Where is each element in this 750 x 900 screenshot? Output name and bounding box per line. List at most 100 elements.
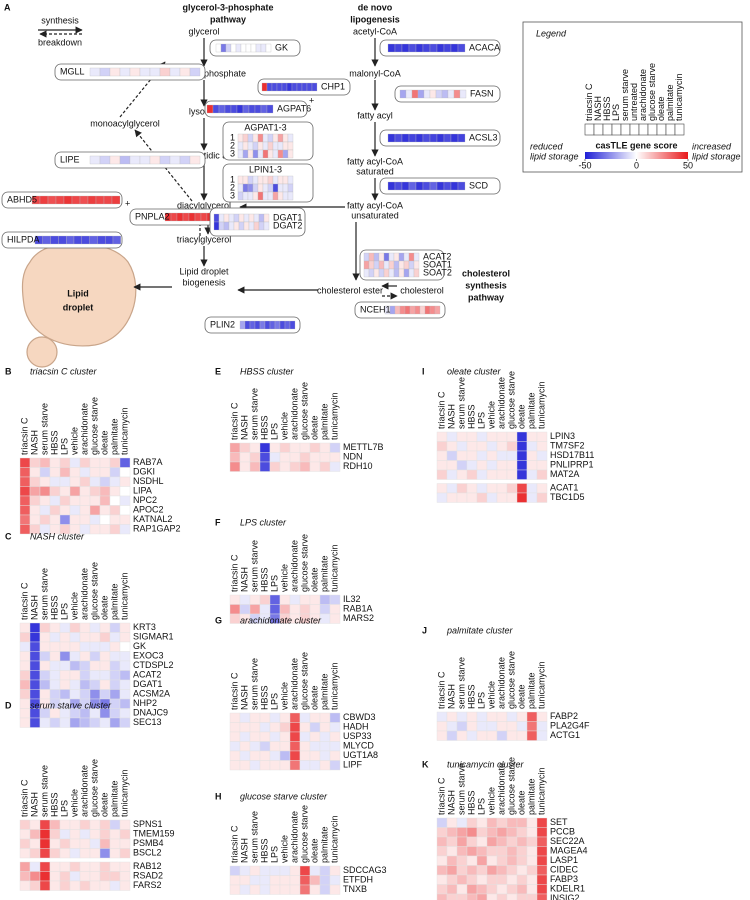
heatmap-cell: [299, 865, 311, 876]
heatmap-cell: [476, 450, 488, 461]
lipid-droplet: [21, 242, 137, 368]
heatmap-cell: [99, 838, 111, 849]
heatmap-cell: [89, 660, 101, 671]
heatmap-cell: [282, 191, 289, 201]
heatmap-cell: [97, 235, 106, 245]
gene-label: DGAT2: [273, 220, 302, 230]
heatmap-cell: [49, 651, 61, 662]
heatmap-cell: [279, 741, 291, 752]
heatmap-cell: [446, 721, 458, 732]
heatmap-cell: [456, 855, 468, 866]
heatmap-cell: [466, 846, 478, 857]
heatmap-cell: [189, 67, 201, 77]
heatmap-cell: [496, 450, 508, 461]
heatmap-cell: [299, 594, 311, 605]
heatmap-cell: [29, 467, 41, 478]
heatmap-cell: [119, 819, 131, 830]
heatmap-cell: [89, 622, 101, 633]
heatmap-cell: [39, 871, 51, 882]
heatmap-cell: [262, 149, 269, 159]
heatmap-cell: [59, 848, 71, 859]
condition-label: HBSS: [259, 567, 269, 592]
heatmap-cell: [383, 252, 390, 262]
heatmap-cell: [239, 750, 251, 761]
heatmap-cell: [526, 827, 538, 838]
heatmap-cell: [29, 880, 41, 891]
heatmap-cell: [319, 884, 331, 895]
heatmap-cell: [329, 875, 341, 886]
condition-label: oleate: [309, 567, 319, 592]
heatmap-cell: [536, 469, 548, 480]
heatmap-cell: [319, 875, 331, 886]
gene-label: ETFDH: [343, 875, 373, 885]
heatmap-cell: [373, 252, 380, 262]
heatmap-cell: [456, 817, 468, 828]
heatmap-cell: [69, 632, 81, 643]
heatmap-cell: [456, 884, 468, 895]
heatmap-cell: [516, 817, 528, 828]
legend-cell: [656, 123, 667, 136]
pathway-header: de novo: [358, 2, 393, 12]
heatmap-cell: [109, 698, 121, 709]
heatmap-cell: [516, 730, 528, 741]
heatmap-cell: [486, 483, 498, 494]
heatmap-cell: [29, 670, 41, 681]
heatmap-cell: [99, 486, 111, 497]
heatmap-cell: [119, 861, 131, 872]
gene-label: ABHD5: [7, 194, 37, 204]
heatmap-cell: [229, 442, 241, 453]
heatmap-cell: [450, 133, 459, 143]
heatmap-cell: [526, 893, 538, 900]
heatmap-cell: [99, 717, 111, 728]
heatmap-cell: [408, 252, 415, 262]
heatmap-cell: [19, 670, 31, 681]
heatmap-cell: [29, 861, 41, 872]
heatmap-cell: [363, 268, 370, 278]
heatmap-cell: [239, 604, 251, 615]
condition-label: glucose starve: [89, 397, 99, 455]
heatmap-cell: [289, 461, 301, 472]
heatmap-cell: [119, 838, 131, 849]
gene-label: MAGEA4: [550, 846, 588, 856]
heatmap-cell: [429, 43, 438, 53]
heatmap-cell: [456, 836, 468, 847]
heatmap-cell: [486, 874, 498, 885]
heatmap-cell: [329, 594, 341, 605]
condition-label: arachidonate: [79, 568, 89, 620]
heatmap-cell: [272, 133, 279, 143]
heatmap-cell: [89, 641, 101, 652]
condition-label: vehicle: [279, 412, 289, 440]
heatmap-cell: [496, 817, 508, 828]
heatmap-cell: [486, 730, 498, 741]
heatmap-cell: [436, 43, 445, 53]
heatmap-cell: [459, 89, 467, 99]
heatmap-cell: [39, 829, 51, 840]
heatmap-cell: [59, 641, 71, 652]
heatmap-cell: [119, 698, 131, 709]
heatmap-cell: [309, 750, 321, 761]
heatmap-cell: [262, 191, 269, 201]
heatmap-cell: [329, 750, 341, 761]
heatmap-cell: [119, 622, 131, 633]
heatmap-cell: [247, 175, 254, 185]
condition-label: NASH: [29, 595, 39, 620]
legend-condition: glucose starve: [647, 63, 657, 121]
heatmap-cell: [169, 67, 181, 77]
condition-label: serum starve: [456, 377, 466, 429]
heatmap-cell: [109, 871, 121, 882]
heatmap-cell: [536, 460, 548, 471]
heatmap-cell: [247, 141, 254, 151]
heatmap-cell: [119, 871, 131, 882]
condition-label: arachidonate: [496, 763, 506, 815]
legend-cell: [638, 123, 649, 136]
heatmap-cell: [69, 880, 81, 891]
heatmap-cell: [89, 819, 101, 830]
heatmap-cell: [289, 604, 301, 615]
condition-label: serum starve: [39, 765, 49, 817]
heatmap-cell: [69, 660, 81, 671]
cluster-title: arachidonate cluster: [240, 615, 322, 625]
heatmap-cell: [89, 689, 101, 700]
heatmap-cell: [429, 89, 437, 99]
heatmap-cell: [39, 486, 51, 497]
heatmap-cell: [249, 884, 261, 895]
